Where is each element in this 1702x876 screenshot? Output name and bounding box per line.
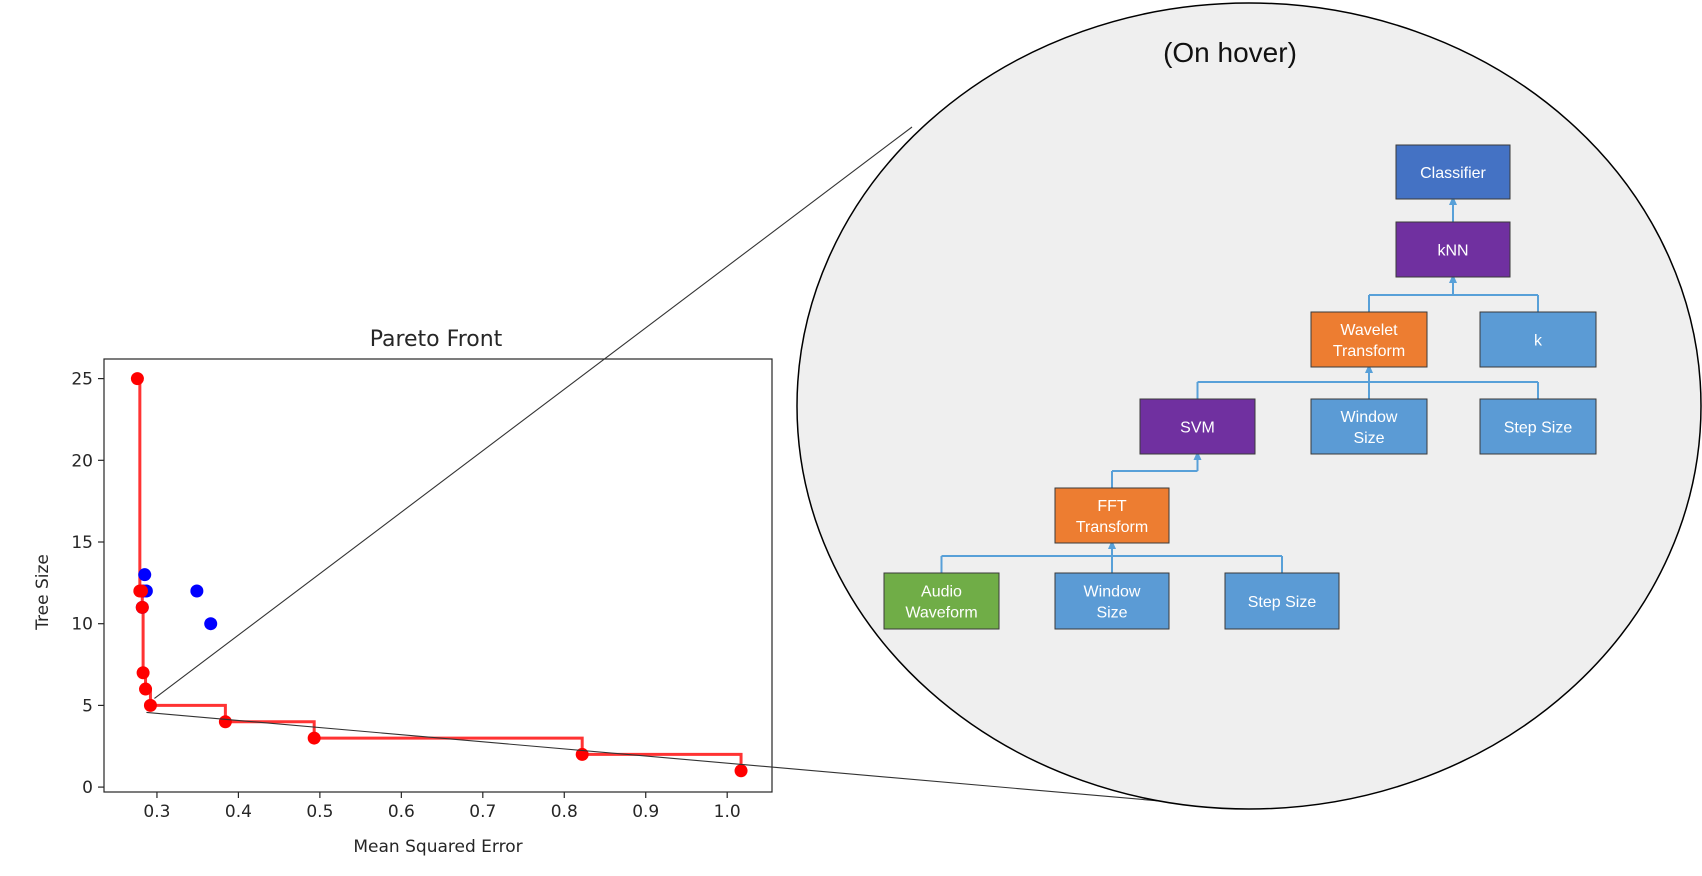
hover-caption: (On hover) — [1163, 37, 1297, 68]
node-window-size-1[interactable]: Window Size — [1310, 398, 1428, 455]
x-tick-label: 0.6 — [388, 802, 415, 822]
node-label: Transform — [1333, 343, 1405, 360]
y-tick-label: 10 — [71, 615, 93, 635]
dominated-point[interactable] — [138, 568, 152, 582]
x-tick-label: 0.3 — [143, 802, 170, 822]
node-k[interactable]: k — [1479, 311, 1597, 368]
pareto-point[interactable] — [143, 698, 157, 712]
chart-title: Pareto Front — [370, 327, 503, 352]
pipeline-tree: Classifier kNN Wavelet Transform k SVM Window S… — [883, 144, 1597, 630]
node-label: Audio — [921, 584, 962, 601]
node-label: Size — [1353, 430, 1384, 447]
pareto-point[interactable] — [307, 731, 321, 745]
dominated-point[interactable] — [204, 617, 218, 631]
pareto-chart: Pareto Front 0.3 0.4 0.5 0.6 0.7 0.8 0.9 1.0 0 5… — [33, 327, 773, 857]
plot-area — [103, 358, 773, 793]
pareto-point[interactable] — [139, 682, 153, 696]
pipeline-tree-edges — [940, 196, 1539, 573]
node-label: FFT — [1097, 498, 1127, 515]
node-box — [1224, 572, 1340, 630]
y-axis-label: Tree Size — [33, 554, 53, 631]
node-box — [1395, 144, 1511, 200]
y-axis: 0 5 10 15 20 25 — [71, 370, 104, 798]
hover-panel: (On hover) Classifier kNN Wavelet Transform… — [796, 2, 1702, 810]
node-box — [1310, 398, 1428, 455]
node-svm[interactable]: SVM — [1139, 398, 1256, 455]
node-box — [883, 572, 1000, 630]
node-step-size-1[interactable]: Step Size — [1479, 398, 1597, 455]
node-label: SVM — [1180, 420, 1215, 437]
x-tick-label: 0.8 — [551, 802, 578, 822]
node-fft[interactable]: FFT Transform — [1054, 487, 1170, 544]
x-tick-label: 0.5 — [306, 802, 333, 822]
node-classifier[interactable]: Classifier — [1395, 144, 1511, 200]
pareto-point[interactable] — [134, 584, 148, 598]
node-label: Size — [1096, 605, 1127, 622]
node-box — [1139, 398, 1256, 455]
y-tick-label: 20 — [71, 451, 93, 471]
y-tick-label: 25 — [71, 370, 93, 390]
x-tick-label: 0.4 — [225, 802, 252, 822]
node-label: Window — [1341, 409, 1398, 426]
x-tick-label: 1.0 — [714, 802, 741, 822]
zoom-line-top — [154, 126, 913, 699]
node-knn[interactable]: kNN — [1395, 221, 1511, 278]
x-tick-label: 0.7 — [469, 802, 496, 822]
node-label: Step Size — [1248, 594, 1317, 611]
node-label: kNN — [1437, 243, 1468, 260]
node-box — [1395, 221, 1511, 278]
node-label: Wavelet — [1340, 322, 1398, 339]
x-tick-label: 0.9 — [632, 802, 659, 822]
node-label: Step Size — [1504, 420, 1573, 437]
node-label: Classifier — [1420, 165, 1486, 182]
pareto-point[interactable] — [136, 666, 150, 680]
y-tick-label: 15 — [71, 533, 93, 553]
node-step-size-2[interactable]: Step Size — [1224, 572, 1340, 630]
dominated-point[interactable] — [190, 584, 204, 598]
zoom-line-bottom — [146, 711, 1241, 809]
y-tick-label: 5 — [82, 696, 93, 716]
node-wavelet[interactable]: Wavelet Transform — [1310, 311, 1428, 368]
node-label: Waveform — [905, 605, 977, 622]
pareto-point[interactable] — [218, 715, 232, 729]
node-box — [1479, 311, 1597, 368]
x-axis-label: Mean Squared Error — [353, 837, 522, 857]
y-tick-label: 0 — [82, 778, 93, 798]
node-audio[interactable]: Audio Waveform — [883, 572, 1000, 630]
node-box — [1054, 572, 1170, 630]
zoom-connector — [146, 126, 1241, 809]
pareto-point[interactable] — [734, 764, 748, 778]
node-label: Transform — [1076, 519, 1148, 536]
node-box — [1054, 487, 1170, 544]
node-label: k — [1534, 333, 1543, 350]
node-box — [1479, 398, 1597, 455]
node-label: Window — [1084, 584, 1141, 601]
node-box — [1310, 311, 1428, 368]
pareto-point[interactable] — [135, 600, 149, 614]
pareto-point[interactable] — [130, 372, 144, 386]
node-window-size-2[interactable]: Window Size — [1054, 572, 1170, 630]
x-axis: 0.3 0.4 0.5 0.6 0.7 0.8 0.9 1.0 — [143, 792, 741, 822]
